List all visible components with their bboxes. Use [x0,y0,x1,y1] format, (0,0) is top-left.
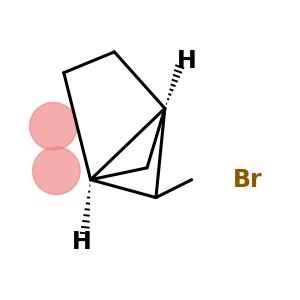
Circle shape [33,147,80,195]
Text: Br: Br [233,168,263,192]
Text: H: H [177,49,197,73]
Circle shape [30,102,77,150]
Text: H: H [72,230,92,254]
